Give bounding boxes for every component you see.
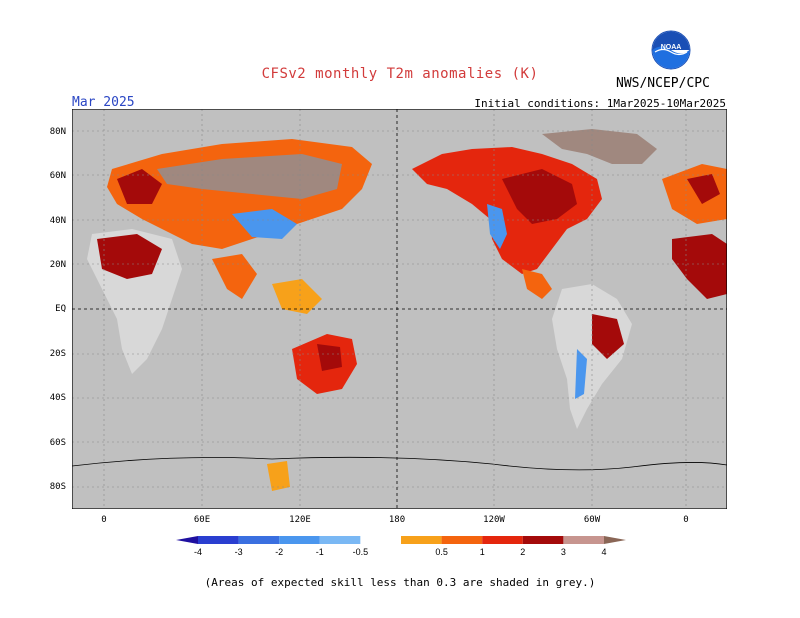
colorbar-label: -1 — [316, 547, 324, 557]
colorbar-segment — [563, 536, 604, 544]
colorbar-label: 2 — [520, 547, 525, 557]
map-title: CFSv2 monthly T2m anomalies (K) — [261, 66, 539, 82]
colorbar-label: -4 — [194, 547, 202, 557]
colorbar-segment — [604, 536, 626, 544]
colorbar-segment — [319, 536, 361, 544]
lon-label: 120W — [483, 515, 505, 525]
colorbar-segment — [279, 536, 320, 544]
lon-label: 120E — [289, 515, 311, 525]
colorbar-label: -3 — [235, 547, 243, 557]
lat-label: EQ — [55, 304, 66, 314]
colorbar-label: 0.5 — [435, 547, 448, 557]
noaa-logo-icon: NOAA — [651, 30, 691, 70]
lon-label: 180 — [388, 515, 406, 525]
forecast-month: Mar 2025 — [72, 95, 135, 110]
skill-footnote: (Areas of expected skill less than 0.3 a… — [204, 576, 596, 589]
lon-label: 0 — [683, 515, 689, 525]
anomaly-map — [72, 109, 727, 509]
colorbar-label: -0.5 — [353, 547, 369, 557]
equator-dateline — [72, 109, 727, 509]
agency-label: NWS/NCEP/CPC — [616, 76, 710, 91]
colorbar-segment — [238, 536, 280, 544]
lat-label: 20S — [49, 349, 66, 359]
colorbar-segment — [441, 536, 483, 544]
colorbar-segment — [360, 536, 401, 544]
colorbar-segment — [176, 536, 198, 544]
lon-label: 60W — [583, 515, 601, 525]
land-anomalies — [72, 129, 727, 491]
svg-text:NOAA: NOAA — [661, 44, 682, 51]
colorbar-segment — [401, 536, 442, 544]
colorbar: -4 -3 -2 -1 -0.5 0.5 1 2 3 4 — [176, 536, 626, 557]
colorbar-label: -2 — [275, 547, 283, 557]
colorbar-segment — [482, 536, 523, 544]
colorbar-segment — [198, 536, 239, 544]
lat-label: 40N — [49, 216, 66, 226]
lat-label: 80N — [49, 127, 66, 137]
lat-label: 60S — [49, 438, 66, 448]
lat-label: 60N — [49, 171, 66, 181]
greenland-anomaly — [542, 129, 657, 164]
colorbar-label: 1 — [480, 547, 485, 557]
lat-label: 20N — [49, 260, 66, 270]
lat-label: 80S — [49, 482, 66, 492]
lon-label: 0 — [101, 515, 107, 525]
lat-label: 40S — [49, 393, 66, 403]
lon-label: 60E — [193, 515, 211, 525]
colorbar-segment — [522, 536, 564, 544]
colorbar-label: 3 — [561, 547, 566, 557]
colorbar-label: 4 — [601, 547, 606, 557]
initial-conditions: Initial conditions: 1Mar2025-10Mar2025 — [474, 97, 726, 110]
